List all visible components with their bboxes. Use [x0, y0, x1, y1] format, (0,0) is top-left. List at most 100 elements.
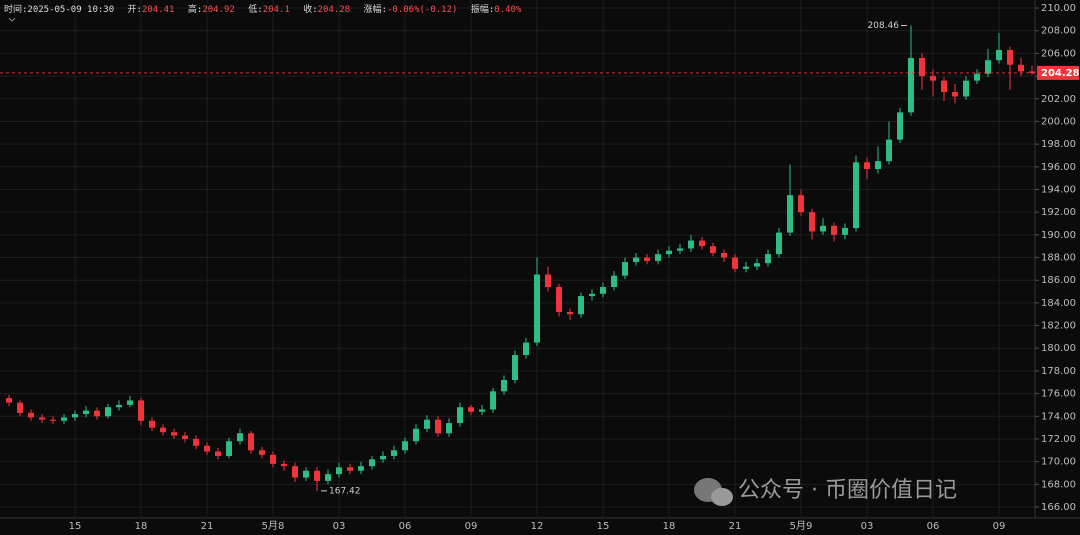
candle-body [446, 423, 452, 434]
candle-body [72, 414, 78, 418]
candle-body [347, 467, 353, 471]
change: -0.06%(-0.12) [386, 5, 458, 15]
candle-body [809, 212, 815, 232]
last-price-tag [1037, 65, 1079, 80]
candle-body [622, 262, 628, 276]
x-tick-label: 03 [333, 521, 346, 532]
candle-body [908, 57, 914, 113]
candle-body [61, 417, 67, 421]
candle-body [974, 73, 980, 81]
candle-body [589, 293, 595, 297]
y-tick-label: 196.00 [1041, 162, 1076, 173]
candle-body [50, 419, 56, 421]
candle-body [171, 432, 177, 436]
label: 收: [303, 5, 318, 15]
candle-body [655, 254, 661, 261]
candle-body [358, 466, 364, 471]
candle-body [204, 445, 210, 452]
collapse-icon[interactable] [8, 17, 16, 22]
candle-body [468, 407, 474, 412]
candle-body [842, 228, 848, 235]
candle-body [248, 433, 254, 451]
candle-body [479, 409, 485, 412]
candle-body [39, 417, 45, 420]
candle-body [787, 195, 793, 233]
x-tick-label: 06 [399, 521, 412, 532]
candle-body [710, 246, 716, 253]
candle-body [270, 454, 276, 464]
wechat-icon [711, 488, 733, 506]
label: 低: [248, 5, 263, 15]
watermark: 公众号 · 币圈价值日记 [694, 478, 957, 506]
close: 204.28 [317, 5, 351, 15]
candle-body [127, 400, 133, 405]
candle-body [963, 80, 969, 97]
candle-body [182, 435, 188, 439]
candle-body [600, 287, 606, 294]
label: 开: [127, 5, 142, 15]
y-tick-label: 180.00 [1041, 343, 1076, 354]
candle-body [83, 410, 89, 415]
y-tick-label: 174.00 [1041, 411, 1076, 422]
y-tick-label: 186.00 [1041, 275, 1076, 286]
candle-body [864, 162, 870, 170]
max-label: 208.46 [868, 21, 900, 31]
min-label: 167.42 [329, 486, 361, 496]
candle-body [798, 195, 804, 213]
candle-body [578, 296, 584, 315]
last-price-label: 204.28 [1041, 68, 1080, 79]
x-tick-label: 21 [729, 521, 742, 532]
candle-body [567, 311, 573, 315]
candle-body [952, 91, 958, 97]
candle-body [699, 240, 705, 247]
x-tick-label: 15 [69, 521, 82, 532]
candle-body [930, 76, 936, 81]
candle-body [886, 139, 892, 162]
candle-body [688, 240, 694, 249]
watermark-text: 公众号 · 币圈价值日记 [738, 478, 957, 503]
candle-body [512, 355, 518, 380]
candle-body [820, 225, 826, 232]
candle-body [193, 438, 199, 446]
label: 时间: [4, 5, 28, 15]
y-tick-label: 178.00 [1041, 366, 1076, 377]
candle-body [380, 455, 386, 460]
candle-body [424, 419, 430, 429]
y-tick-label: 166.00 [1041, 502, 1076, 513]
label: 涨幅: [363, 5, 387, 15]
x-tick-label: 18 [135, 521, 148, 532]
candle-body [875, 161, 881, 170]
y-tick-label: 202.00 [1041, 94, 1076, 105]
candle-body [523, 342, 529, 356]
candle-body [996, 50, 1002, 61]
candle-body [160, 427, 166, 433]
candle-body [831, 225, 837, 235]
candle-body [314, 470, 320, 481]
candle-body [17, 402, 23, 413]
candle-body [226, 441, 232, 456]
x-tick-label: 06 [927, 521, 940, 532]
candle-body [633, 257, 639, 263]
candle-body [325, 474, 331, 481]
candle-body [677, 248, 683, 251]
candle-body [556, 287, 562, 312]
candle-body [391, 450, 397, 456]
y-tick-label: 190.00 [1041, 230, 1076, 241]
y-tick-label: 192.00 [1041, 207, 1076, 218]
candle-body [776, 232, 782, 255]
time: 2025-05-09 10:30 [27, 5, 115, 15]
x-tick-label: 21 [201, 521, 214, 532]
candle-body [611, 275, 617, 288]
y-tick-label: 176.00 [1041, 389, 1076, 400]
candle-body [116, 404, 122, 408]
candle-body [237, 433, 243, 442]
y-tick-label: 198.00 [1041, 139, 1076, 150]
x-tick-label: 03 [861, 521, 874, 532]
x-tick-label: 09 [993, 521, 1006, 532]
y-tick-label: 168.00 [1041, 479, 1076, 490]
candle-body [743, 266, 749, 269]
candle-body [985, 60, 991, 74]
y-tick-label: 208.00 [1041, 26, 1076, 37]
y-tick-label: 182.00 [1041, 321, 1076, 332]
